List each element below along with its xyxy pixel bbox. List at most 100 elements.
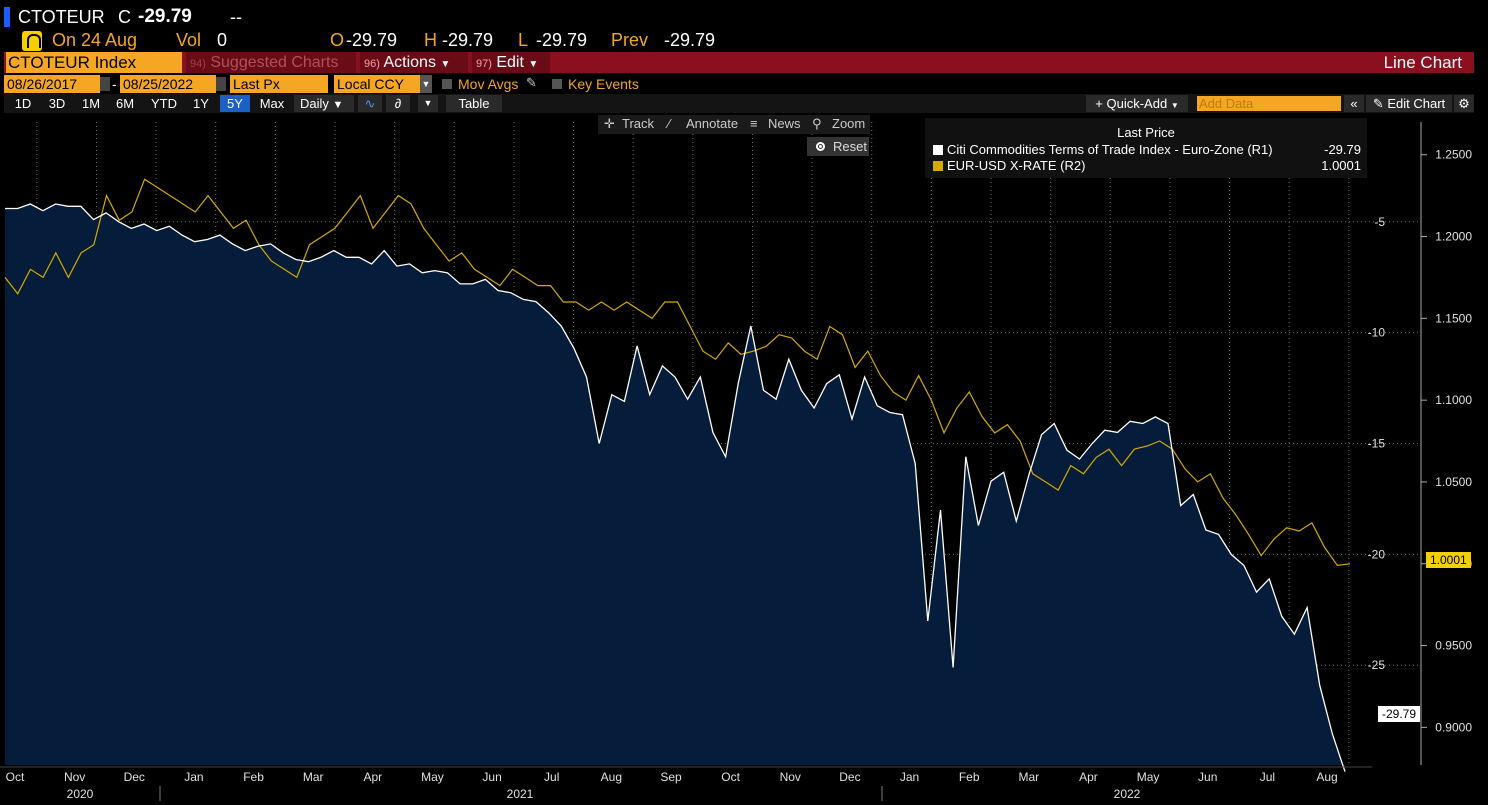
security-field[interactable]: CTOTEUR Index — [6, 52, 182, 73]
month-tick-label: Jan — [184, 770, 203, 784]
range-toolbar: 1D 3D 1M 6M YTD 1Y 5Y Max Daily ▼ ∿ ∂ ▼ … — [4, 94, 1474, 113]
legend-title: Last Price — [1117, 125, 1175, 140]
frequency-select[interactable]: Daily ▼ — [294, 95, 354, 112]
lock-icon[interactable] — [22, 31, 42, 51]
month-tick-label: Oct — [6, 770, 25, 784]
r2-tick-label: 1.2000 — [1435, 230, 1472, 244]
edit-menu-button[interactable]: 97) Edit ▼ — [472, 52, 550, 73]
r2-tick-label: 1.0500 — [1435, 475, 1472, 489]
collapse-icon[interactable]: « — [1344, 95, 1364, 112]
change-value: -- — [230, 7, 242, 27]
start-date-input[interactable]: 08/26/2017 — [4, 75, 100, 93]
range-5y-button[interactable]: 5Y — [220, 95, 250, 112]
line-chart-icon[interactable]: ∿ — [358, 95, 382, 112]
range-6m-button[interactable]: 6M — [115, 96, 135, 111]
legend-item-name: EUR-USD X-RATE (R2) — [947, 158, 1086, 173]
range-max-button[interactable]: Max — [259, 96, 285, 111]
zoom-button[interactable]: Zoom — [832, 116, 866, 131]
ohlc-icon[interactable]: ∂ — [386, 95, 410, 112]
caret-down-icon: ▼ — [332, 99, 344, 111]
price-field-select[interactable]: Last Px — [230, 75, 328, 93]
r2-tick-label: 1.2500 — [1435, 148, 1472, 162]
add-data-input[interactable]: Add Data — [1197, 96, 1341, 111]
r1-tick-label: -20 — [1368, 547, 1386, 561]
edit-label: Edit — [496, 54, 524, 71]
legend-item-eurusd[interactable]: EUR-USD X-RATE (R2) 1.0001 — [933, 158, 1361, 174]
right-value-axis: 1.25001.20001.15001.10001.05001.00000.95… — [1420, 122, 1472, 765]
annotate-icon[interactable]: ∕ — [668, 116, 671, 131]
mov-avgs-label[interactable]: Mov Avgs — [458, 76, 519, 92]
eurusd-line — [4, 178, 1351, 567]
edit-number: 97) — [476, 58, 492, 70]
security-color-tab — [4, 7, 10, 27]
year-tick-label: 2021 — [507, 787, 534, 801]
month-tick-label: Dec — [124, 770, 145, 784]
r1-tick-label: -10 — [1368, 326, 1386, 340]
chevron-down-icon[interactable]: ▼ — [420, 75, 432, 93]
range-ytd-button[interactable]: YTD — [151, 96, 177, 111]
table-button[interactable]: Table — [446, 95, 502, 112]
quote-date: On 24 Aug — [52, 30, 138, 50]
function-toolbar: CTOTEUR Index 94) Suggested Charts 96) A… — [4, 52, 1474, 73]
legend-item-value: 1.0001 — [1321, 158, 1361, 173]
range-3d-button[interactable]: 3D — [48, 96, 66, 111]
close-value: -29.79 — [138, 6, 192, 27]
citi-tot-line — [5, 203, 1346, 772]
high-label: H — [424, 30, 437, 50]
actions-menu-button[interactable]: 96) Actions ▼ — [360, 52, 468, 73]
currency-select[interactable]: Local CCY — [334, 75, 428, 93]
year-tick-label: 2020 — [67, 787, 94, 801]
price-chart[interactable]: -5 -10 -15 -20 -25 1.2500 1.2000 1.1500 1.1000 1… — [0, 114, 1488, 805]
actions-label: Actions — [383, 54, 436, 71]
chevron-down-icon[interactable]: ▼ — [418, 95, 438, 112]
zoom-icon[interactable]: ⚲ — [812, 116, 822, 131]
quick-add-button[interactable]: + Quick-Add ▼ — [1086, 95, 1188, 112]
range-1d-button[interactable]: 1D — [14, 96, 32, 111]
r2-tick-label: 1.1500 — [1435, 311, 1472, 325]
edit-chart-button[interactable]: ✎ Edit Chart — [1366, 95, 1452, 112]
gear-icon[interactable]: ⚙ — [1454, 95, 1474, 112]
low-label: L — [518, 30, 529, 50]
suggested-charts-button[interactable]: 94) Suggested Charts — [186, 52, 356, 73]
r1-tick-label: -15 — [1368, 437, 1386, 451]
news-icon[interactable]: ≡ — [750, 116, 758, 131]
calendar-icon[interactable] — [216, 77, 226, 91]
close-label: C — [118, 7, 131, 27]
pencil-icon[interactable]: ✎ — [526, 75, 537, 90]
news-button[interactable]: News — [768, 116, 801, 131]
month-tick-label: Jun — [1198, 770, 1217, 784]
month-tick-label: Jun — [482, 770, 501, 784]
month-tick-label: Dec — [839, 770, 860, 784]
range-1y-button[interactable]: 1Y — [193, 96, 209, 111]
high-value: -29.79 — [442, 30, 494, 50]
volume-label: Vol — [176, 30, 202, 50]
last-value-tag-citi: -29.79 — [1378, 706, 1421, 722]
frequency-label: Daily — [300, 96, 329, 111]
prev-value: -29.79 — [664, 30, 716, 50]
calendar-icon[interactable] — [100, 77, 110, 91]
month-tick-label: Sep — [660, 770, 682, 784]
crosshair-icon[interactable]: ✛ — [604, 116, 615, 131]
month-tick-label: Mar — [1018, 770, 1039, 784]
legend-item-citi[interactable]: Citi Commodities Terms of Trade Index - … — [933, 142, 1361, 158]
actions-number: 96) — [364, 58, 380, 70]
r2-tick-label: 1.1000 — [1435, 393, 1472, 407]
key-events-label[interactable]: Key Events — [568, 76, 639, 92]
chart-tools-bar: ✛ Track ∕ Annotate ≡ News ⚲ Zoom — [598, 115, 870, 134]
suggested-charts-label: Suggested Charts — [210, 54, 339, 71]
annotate-button[interactable]: Annotate — [686, 116, 739, 131]
caret-down-icon: ▼ — [1170, 101, 1179, 110]
reset-button[interactable]: Reset — [807, 137, 869, 156]
r1-tick-label: -25 — [1368, 658, 1386, 672]
key-events-checkbox[interactable] — [552, 79, 562, 89]
range-1m-button[interactable]: 1M — [81, 96, 101, 111]
citi-tot-area — [5, 204, 1345, 772]
track-button[interactable]: Track — [622, 116, 655, 131]
caret-down-icon: ▼ — [528, 59, 539, 70]
edit-chart-label: Edit Chart — [1387, 96, 1446, 111]
quote-details: On 24 Aug Vol 0 O -29.79 H -29.79 L -29.… — [0, 28, 1488, 52]
month-tick-label: Aug — [1316, 770, 1337, 784]
end-date-input[interactable]: 08/25/2022 — [120, 75, 216, 93]
legend-item-name: Citi Commodities Terms of Trade Index - … — [947, 142, 1273, 157]
mov-avgs-checkbox[interactable] — [442, 79, 452, 89]
